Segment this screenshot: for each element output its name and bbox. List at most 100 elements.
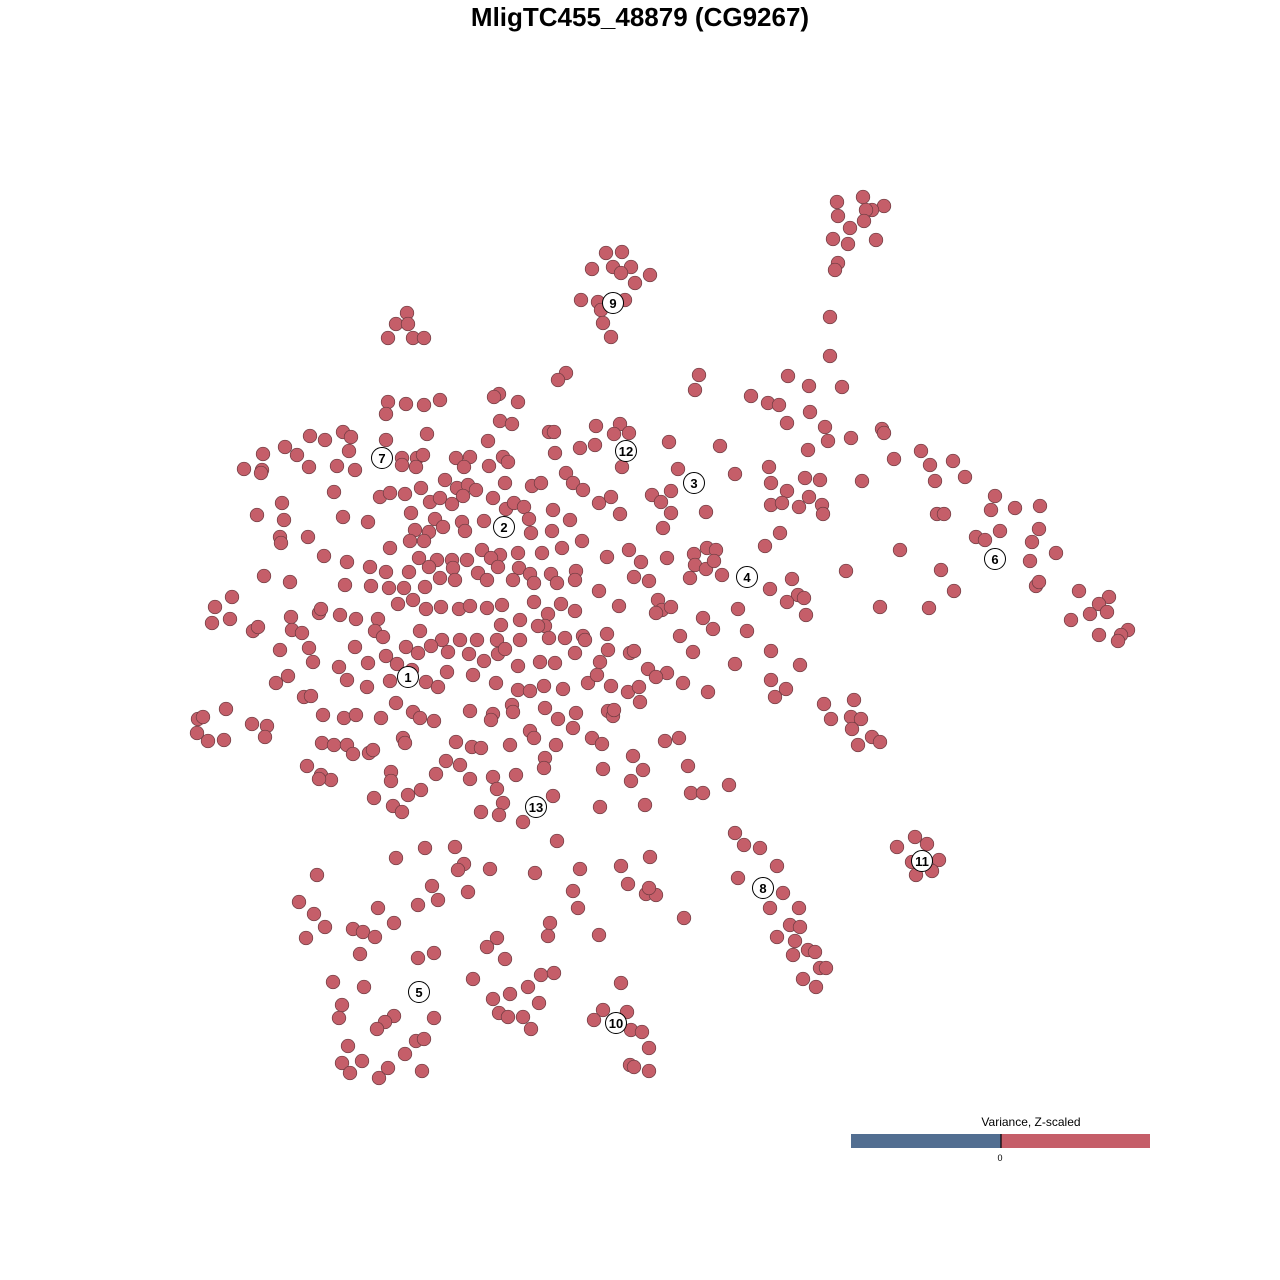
- data-point: [550, 711, 566, 727]
- data-point: [301, 459, 317, 475]
- data-point: [397, 735, 413, 751]
- data-point: [447, 572, 463, 588]
- data-point: [398, 396, 414, 412]
- data-point: [637, 797, 653, 813]
- data-point: [842, 220, 858, 236]
- data-point: [461, 646, 477, 662]
- data-point: [204, 615, 220, 631]
- cluster-label: 9: [602, 292, 624, 314]
- data-point: [545, 788, 561, 804]
- data-point: [465, 971, 481, 987]
- data-point: [548, 737, 564, 753]
- data-point: [547, 445, 563, 461]
- data-point: [642, 849, 658, 865]
- cluster-label: 10: [605, 1012, 627, 1034]
- data-point: [876, 425, 892, 441]
- data-point: [727, 466, 743, 482]
- data-point: [657, 733, 673, 749]
- data-point: [663, 599, 679, 615]
- data-point: [641, 1040, 657, 1056]
- data-point: [778, 681, 794, 697]
- data-point: [479, 939, 495, 955]
- data-point: [505, 704, 521, 720]
- data-point: [489, 781, 505, 797]
- data-point: [439, 664, 455, 680]
- data-point: [872, 599, 888, 615]
- data-point: [834, 379, 850, 395]
- cluster-label-circle: [397, 666, 419, 688]
- data-point: [339, 554, 355, 570]
- data-point: [355, 924, 371, 940]
- data-point: [491, 807, 507, 823]
- cluster-label-circle: [615, 440, 637, 462]
- data-point: [621, 542, 637, 558]
- data-point: [626, 569, 642, 585]
- data-point: [400, 787, 416, 803]
- data-point: [417, 579, 433, 595]
- data-point: [421, 559, 437, 575]
- data-point: [476, 653, 492, 669]
- data-point: [516, 499, 532, 515]
- data-point: [521, 511, 537, 527]
- data-point: [721, 777, 737, 793]
- data-point: [801, 489, 817, 505]
- data-point: [444, 496, 460, 512]
- data-point: [603, 678, 619, 694]
- data-point: [426, 713, 442, 729]
- data-point: [490, 559, 506, 575]
- data-point: [614, 459, 630, 475]
- data-point: [1022, 553, 1038, 569]
- data-point: [515, 1009, 531, 1025]
- data-point: [671, 730, 687, 746]
- data-point: [397, 1046, 413, 1062]
- data-point: [558, 465, 574, 481]
- data-point: [416, 1031, 432, 1047]
- data-point: [695, 610, 711, 626]
- data-point: [620, 876, 636, 892]
- data-point: [359, 679, 375, 695]
- data-point: [797, 470, 813, 486]
- data-point: [457, 523, 473, 539]
- data-point: [413, 480, 429, 496]
- data-point: [418, 674, 434, 690]
- data-point: [515, 814, 531, 830]
- data-point: [574, 533, 590, 549]
- data-point: [743, 388, 759, 404]
- data-point: [432, 490, 448, 506]
- data-point: [396, 580, 412, 596]
- data-point: [216, 732, 232, 748]
- data-point: [687, 382, 703, 398]
- data-point: [366, 790, 382, 806]
- data-point: [822, 348, 838, 364]
- data-point: [641, 880, 657, 896]
- data-point: [282, 574, 298, 590]
- data-point: [1071, 583, 1087, 599]
- data-point: [712, 438, 728, 454]
- data-point: [812, 472, 828, 488]
- data-point: [641, 1063, 657, 1079]
- data-point: [445, 560, 461, 576]
- data-point: [365, 742, 381, 758]
- data-point: [675, 675, 691, 691]
- cluster-label-circle: [736, 566, 758, 588]
- data-point: [380, 394, 396, 410]
- data-point: [347, 639, 363, 655]
- data-point: [244, 716, 260, 732]
- data-point: [798, 607, 814, 623]
- data-point: [430, 892, 446, 908]
- data-point: [432, 392, 448, 408]
- legend-title: Variance, Z-scaled: [981, 1115, 1081, 1129]
- data-point: [367, 929, 383, 945]
- data-point: [331, 659, 347, 675]
- data-point: [378, 432, 394, 448]
- cluster-label-text: 8: [759, 881, 766, 896]
- data-point: [494, 597, 510, 613]
- data-point: [612, 506, 628, 522]
- data-point: [437, 472, 453, 488]
- data-point: [370, 900, 386, 916]
- data-point: [373, 710, 389, 726]
- data-point: [255, 446, 271, 462]
- data-point: [680, 758, 696, 774]
- data-point: [549, 575, 565, 591]
- data-point: [362, 559, 378, 575]
